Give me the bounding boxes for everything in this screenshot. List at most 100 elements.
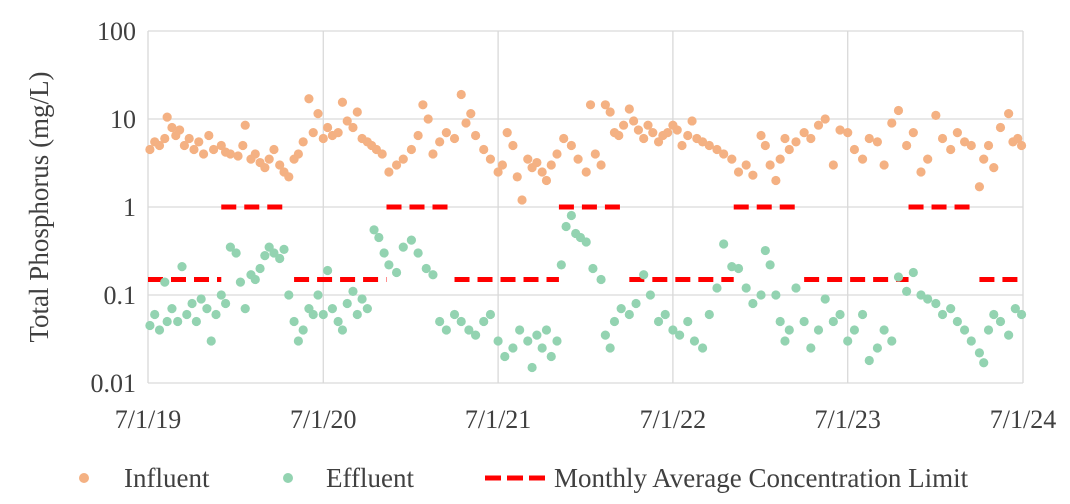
y-axis-title: Total Phosphorus (mg/L): [24, 71, 54, 342]
effluent-point: [537, 343, 547, 353]
effluent-point: [556, 260, 566, 270]
influent-point: [275, 160, 285, 170]
influent-point: [449, 133, 460, 144]
effluent-point: [216, 290, 226, 300]
influent-point: [687, 116, 697, 126]
influent-point: [923, 154, 933, 164]
influent-point: [154, 140, 165, 151]
effluent-point: [784, 325, 794, 335]
influent-point: [590, 149, 600, 159]
effluent-point: [645, 290, 655, 300]
influent-point: [902, 140, 912, 151]
influent-point: [618, 120, 629, 130]
effluent-point: [864, 355, 874, 366]
influent-point: [775, 154, 785, 164]
influent-point: [633, 125, 644, 135]
influent-point: [648, 128, 658, 138]
effluent-point: [523, 336, 533, 346]
influent-point: [639, 133, 649, 144]
influent-point: [298, 137, 308, 147]
effluent-point: [318, 309, 328, 320]
effluent-point: [322, 265, 333, 276]
influent-point: [614, 130, 624, 141]
influent-point: [748, 170, 758, 180]
influent-point: [979, 154, 989, 164]
effluent-point: [806, 343, 816, 353]
effluent-point: [748, 298, 758, 309]
effluent-point: [167, 304, 177, 314]
effluent-point: [923, 294, 933, 304]
effluent-point: [959, 325, 970, 335]
effluent-point: [240, 304, 250, 314]
influent-point: [937, 133, 948, 144]
y-tick-label: 10: [110, 105, 136, 134]
influent-point: [269, 144, 279, 155]
effluent-point: [255, 263, 265, 274]
effluent-point: [609, 316, 620, 327]
effluent-point: [162, 316, 172, 327]
effluent-point: [515, 325, 525, 335]
influent-point: [413, 130, 423, 141]
influent-point: [406, 144, 417, 155]
influent-point: [719, 149, 729, 159]
effluent-point: [327, 304, 337, 314]
influent-point: [216, 140, 226, 151]
influent-point: [600, 100, 610, 110]
effluent-point: [902, 286, 912, 296]
influent-point: [384, 167, 394, 177]
influent-point: [727, 154, 737, 164]
influent-point: [843, 128, 853, 138]
influent-point: [893, 105, 904, 116]
influent-point: [946, 144, 956, 155]
influent-point: [537, 167, 547, 177]
influent-point: [260, 163, 270, 173]
effluent-point: [760, 245, 770, 256]
influent-point: [391, 160, 402, 170]
influent-point: [799, 128, 809, 138]
influent-point: [677, 140, 687, 151]
effluent-point: [428, 270, 438, 280]
influent-point: [470, 130, 481, 141]
effluent-point: [561, 221, 571, 232]
influent-point: [995, 122, 1006, 133]
effluent-point: [946, 304, 956, 314]
y-tick-label: 100: [97, 17, 136, 46]
effluent-point: [279, 244, 289, 254]
influent-point: [733, 167, 744, 177]
legend-marker-effluent: [283, 473, 293, 483]
effluent-point: [791, 283, 801, 293]
influent-point: [683, 130, 693, 141]
influent-point: [398, 154, 408, 164]
effluent-point: [384, 260, 394, 270]
effluent-point: [284, 290, 294, 300]
effluent-point: [813, 325, 824, 335]
effluent-point: [631, 298, 641, 309]
influent-point: [204, 130, 214, 141]
effluent-point: [500, 351, 510, 362]
influent-point: [313, 109, 323, 119]
effluent-point: [660, 309, 670, 320]
effluent-point: [616, 304, 626, 314]
effluent-point: [979, 358, 989, 368]
effluent-point: [173, 316, 183, 327]
influent-series: [145, 89, 1027, 205]
effluent-point: [391, 267, 402, 278]
influent-point: [418, 100, 428, 110]
effluent-point: [308, 309, 318, 320]
influent-point: [712, 144, 722, 155]
effluent-point: [835, 309, 845, 320]
influent-point: [428, 149, 438, 159]
effluent-point: [421, 263, 431, 274]
effluent-point: [260, 251, 270, 261]
effluent-point: [771, 290, 781, 300]
y-tick-label: 1: [123, 193, 136, 222]
influent-point: [741, 160, 751, 170]
effluent-point: [369, 225, 379, 235]
legend-label-limit: Monthly Average Concentration Limit: [554, 463, 969, 493]
effluent-point: [250, 274, 260, 285]
influent-point: [765, 160, 775, 170]
effluent-point: [780, 336, 790, 346]
effluent-point: [668, 325, 678, 335]
influent-point: [546, 160, 556, 170]
y-tick-label: 0.01: [91, 369, 137, 398]
